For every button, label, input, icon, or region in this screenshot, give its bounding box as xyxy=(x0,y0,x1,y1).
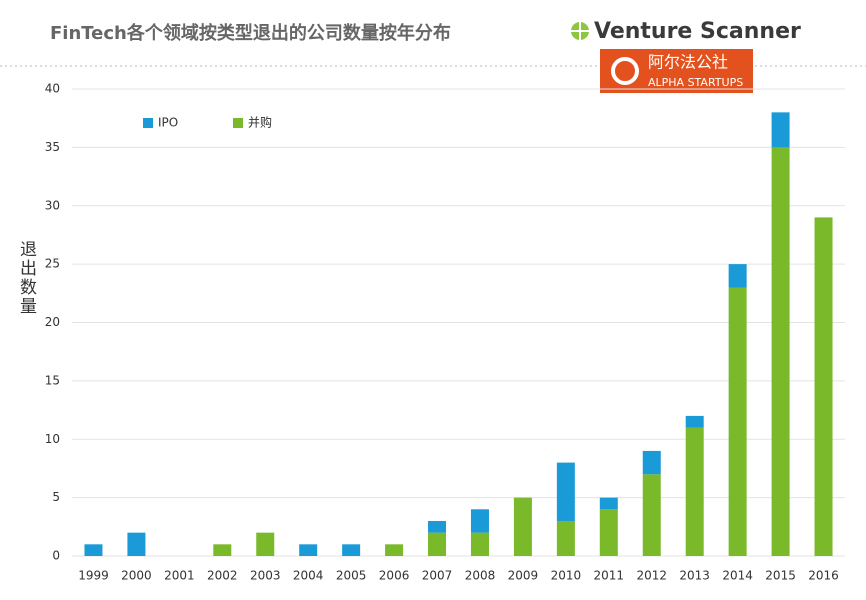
x-tick-label: 2007 xyxy=(422,569,453,583)
x-tick-label: 2004 xyxy=(293,569,324,583)
bar-segment xyxy=(728,264,747,288)
bar-segment xyxy=(642,474,661,556)
x-tick-label: 2016 xyxy=(808,569,839,583)
bar-segment xyxy=(299,544,318,556)
x-tick-label: 1999 xyxy=(78,569,109,583)
y-tick-label: 35 xyxy=(45,140,60,154)
x-tick-label: 2011 xyxy=(594,569,625,583)
legend-swatch xyxy=(143,118,153,128)
y-tick-label: 20 xyxy=(45,315,60,329)
bar-segment xyxy=(771,112,790,148)
y-tick-label: 25 xyxy=(45,257,60,271)
y-tick-label: 0 xyxy=(52,549,60,563)
bar-segment xyxy=(342,544,361,556)
x-tick-label: 2002 xyxy=(207,569,238,583)
logo-box xyxy=(600,49,753,93)
bar-segment xyxy=(428,532,447,556)
y-tick-label: 5 xyxy=(52,490,60,504)
bar-segment xyxy=(685,427,704,556)
bar-segment xyxy=(556,520,575,556)
bar-segment xyxy=(599,497,618,510)
y-tick-label: 15 xyxy=(45,373,60,387)
logo-icon xyxy=(611,57,639,85)
legend-label: IPO xyxy=(158,116,178,130)
y-axis-label: 退出数量 xyxy=(16,240,36,316)
bar-segment xyxy=(213,544,232,556)
x-tick-label: 2010 xyxy=(551,569,582,583)
x-tick-label: 2003 xyxy=(250,569,281,583)
bar-segment xyxy=(470,532,489,556)
logo-text: 阿尔法公社 xyxy=(648,53,728,72)
bar-segment xyxy=(256,532,275,556)
bar-segment xyxy=(728,287,747,556)
x-tick-label: 2001 xyxy=(164,569,195,583)
venture-scanner-logo: Venture Scanner xyxy=(571,19,801,44)
chart-title: FinTech各个领域按类型退出的公司数量按年分布 xyxy=(50,22,451,44)
bar-segment xyxy=(771,147,790,556)
bar-segment xyxy=(599,509,618,556)
bar-segment xyxy=(685,415,704,428)
alpha-logo: 阿尔法公社 ALPHA STARTUPS xyxy=(600,49,753,93)
bar-segment xyxy=(84,544,103,556)
bar-segment xyxy=(470,509,489,533)
x-tick-label: 2000 xyxy=(121,569,152,583)
x-tick-label: 2009 xyxy=(508,569,539,583)
x-tick-label: 2015 xyxy=(765,569,796,583)
x-tick-label: 2012 xyxy=(636,569,667,583)
x-tick-label: 2005 xyxy=(336,569,367,583)
bar-segment xyxy=(428,520,447,533)
legend-label: 并购 xyxy=(248,115,272,130)
bar-segment xyxy=(814,217,833,557)
bar-segment xyxy=(127,532,146,556)
bar-segment xyxy=(385,544,404,556)
x-tick-label: 2006 xyxy=(379,569,410,583)
bar-segment xyxy=(642,450,661,475)
x-tick-label: 2013 xyxy=(679,569,710,583)
x-tick-label: 2014 xyxy=(722,569,753,583)
logo-subtext: ALPHA STARTUPS xyxy=(648,76,743,89)
logo-text: Venture Scanner xyxy=(594,19,801,44)
legend-swatch xyxy=(233,118,243,128)
plot: 0 5 10 15 20 25 30 35 40 IPO 并购 1999 2000 2001 2002 200… xyxy=(45,82,845,583)
y-tick-label: 10 xyxy=(45,432,60,446)
y-tick-label: 30 xyxy=(45,198,60,212)
x-tick-label: 2008 xyxy=(465,569,496,583)
bar-segment xyxy=(513,497,532,556)
y-tick-label: 40 xyxy=(45,82,60,96)
bar-segment xyxy=(556,462,575,521)
